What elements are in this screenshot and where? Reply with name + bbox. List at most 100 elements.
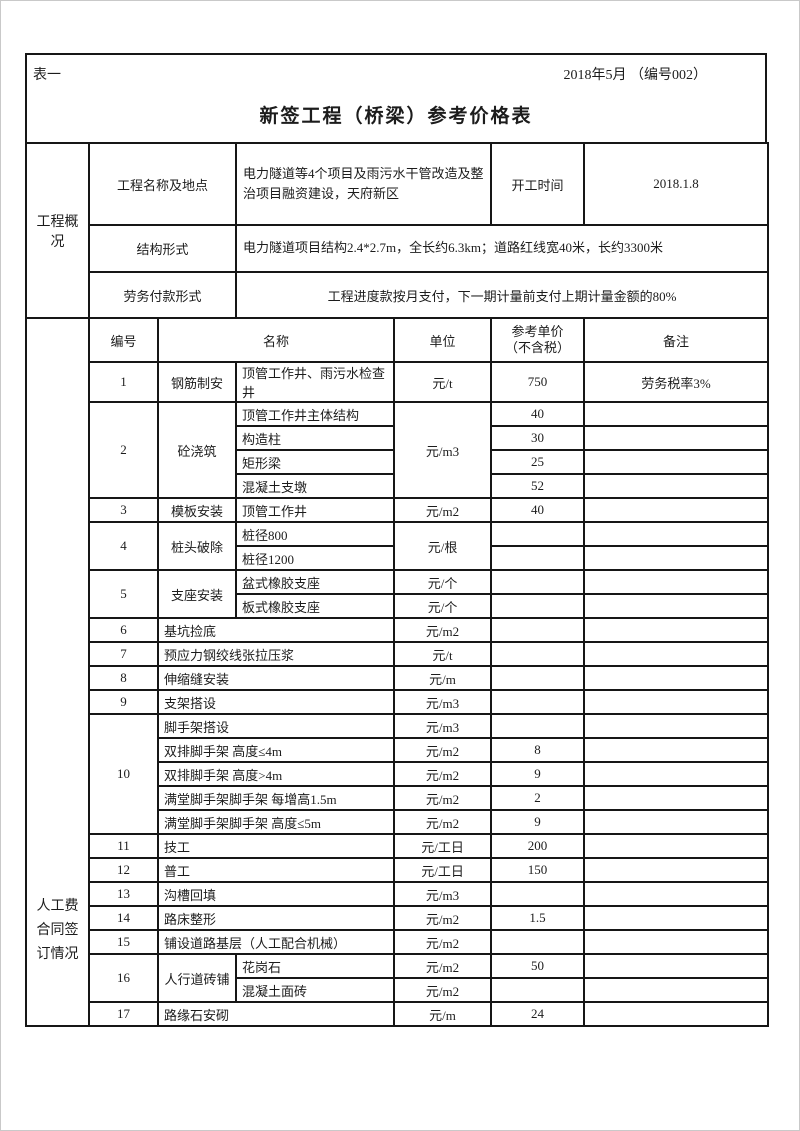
row-number-cell: 12	[88, 857, 159, 883]
item-name-cell: 人行道砖铺	[156, 953, 238, 1003]
table-row: 13 沟槽回填 元/m3	[26, 881, 770, 907]
item-name-cell: 预应力钢绞线张拉压浆	[156, 641, 396, 667]
overview-section-label: 工程概况	[25, 142, 90, 319]
item-subname-cell: 顶管工作井	[235, 497, 396, 523]
remark-cell	[583, 449, 770, 475]
project-name-value: 电力隧道等4个项目及雨污水干管改造及整治项目融资建设，天府新区	[235, 142, 493, 226]
overview-row-payment: 劳务付款形式 工程进度款按月支付，下一期计量前支付上期计量金额的80%	[26, 271, 770, 319]
table-row: 11 技工 元/工日 200	[26, 833, 770, 859]
row-number-cell: 17	[88, 1001, 159, 1027]
price-table: 工程概况 工程名称及地点 电力隧道等4个项目及雨污水干管改造及整治项目融资建设，…	[25, 142, 770, 1027]
header-price: 参考单价 （不含税）	[490, 317, 586, 363]
unit-cell: 元/m2	[393, 809, 493, 835]
remark-cell	[583, 929, 770, 955]
item-name-cell: 普工	[156, 857, 396, 883]
remark-cell	[583, 665, 770, 691]
remark-cell	[583, 953, 770, 979]
header-price-line2: （不含税）	[505, 340, 571, 355]
page-title: 新签工程（桥梁）参考价格表	[259, 106, 533, 127]
row-number-cell: 11	[88, 833, 159, 859]
remark-cell: 劳务税率3%	[583, 361, 770, 403]
price-cell: 25	[490, 449, 586, 475]
price-cell	[490, 713, 586, 739]
remark-cell	[583, 689, 770, 715]
remark-cell	[583, 881, 770, 907]
table-header-row: 人工费合同签订情况 编号 名称 单位 参考单价 （不含税） 备注	[25, 317, 770, 1027]
table-row: 板式橡胶支座 元/个	[26, 593, 770, 619]
header-unit: 单位	[393, 317, 493, 363]
unit-cell: 元/m3	[393, 689, 493, 715]
unit-cell: 元/m3	[393, 401, 493, 499]
unit-cell: 元/m2	[393, 929, 493, 955]
table-row: 8 伸缩缝安装 元/m	[26, 665, 770, 691]
remark-cell	[583, 521, 770, 547]
row-number-cell: 1	[88, 361, 159, 403]
table-row: 12 普工 元/工日 150	[26, 857, 770, 883]
table-row: 混凝土面砖 元/m2	[26, 977, 770, 1003]
unit-cell: 元/根	[393, 521, 493, 571]
item-subname-cell: 盆式橡胶支座	[235, 569, 396, 595]
item-subname-cell: 桩径800	[235, 521, 396, 547]
issue-number: 2018年5月 （编号002）	[563, 68, 708, 83]
table-label: 表一	[33, 68, 61, 83]
remark-cell	[583, 617, 770, 643]
item-subname-cell: 混凝土支墩	[235, 473, 396, 499]
item-name-cell: 基坑捡底	[156, 617, 396, 643]
row-number-cell: 13	[88, 881, 159, 907]
price-cell	[490, 569, 586, 595]
table-row: 双排脚手架 高度≤4m 元/m2 8	[26, 737, 770, 763]
remark-cell	[583, 1001, 770, 1027]
unit-cell: 元/m2	[393, 905, 493, 931]
item-name-cell: 沟槽回填	[156, 881, 396, 907]
price-cell	[490, 617, 586, 643]
header-remark: 备注	[583, 317, 770, 363]
remark-cell	[583, 593, 770, 619]
payment-label: 劳务付款形式	[87, 271, 238, 319]
header-no: 编号	[88, 317, 159, 363]
price-cell: 40	[490, 497, 586, 523]
item-name-cell: 脚手架搭设	[156, 713, 396, 739]
row-number-cell: 3	[88, 497, 159, 523]
table-row: 4 桩头破除 桩径800 元/根	[26, 521, 770, 571]
item-subname-cell: 桩径1200	[235, 545, 396, 571]
project-name-label: 工程名称及地点	[87, 142, 238, 226]
row-number-cell: 14	[88, 905, 159, 931]
remark-cell	[583, 857, 770, 883]
remark-cell	[583, 905, 770, 931]
structure-value: 电力隧道项目结构2.4*2.7m，全长约6.3km；道路红线宽40米，长约330…	[235, 224, 770, 273]
row-number-cell: 8	[88, 665, 159, 691]
price-cell: 24	[490, 1001, 586, 1027]
price-cell: 50	[490, 953, 586, 979]
remark-cell	[583, 497, 770, 523]
price-cell	[490, 881, 586, 907]
item-name-cell: 技工	[156, 833, 396, 859]
table-row: 矩形梁 25	[26, 449, 770, 475]
table-row: 满堂脚手架脚手架 每增高1.5m 元/m2 2	[26, 785, 770, 811]
remark-cell	[583, 545, 770, 571]
remark-cell	[583, 473, 770, 499]
price-cell	[490, 665, 586, 691]
item-name-cell: 路缘石安砌	[156, 1001, 396, 1027]
structure-label: 结构形式	[87, 224, 238, 273]
price-cell	[490, 545, 586, 571]
price-cell: 52	[490, 473, 586, 499]
unit-cell: 元/个	[393, 593, 493, 619]
start-date-value: 2018.1.8	[583, 142, 770, 226]
remark-cell	[583, 737, 770, 763]
unit-cell: 元/m2	[393, 785, 493, 811]
item-name-cell: 满堂脚手架脚手架 每增高1.5m	[156, 785, 396, 811]
row-number-cell: 10	[88, 713, 159, 835]
price-cell	[490, 929, 586, 955]
item-name-cell: 桩头破除	[156, 521, 238, 571]
remark-cell	[583, 785, 770, 811]
price-cell: 2	[490, 785, 586, 811]
table-row: 桩径1200	[26, 545, 770, 571]
table-row: 17 路缘石安砌 元/m 24	[26, 1001, 770, 1027]
price-cell: 150	[490, 857, 586, 883]
unit-cell: 元/m2	[393, 737, 493, 763]
unit-cell: 元/m3	[393, 881, 493, 907]
row-number-cell: 9	[88, 689, 159, 715]
header-price-line1: 参考单价	[511, 323, 564, 339]
price-cell: 9	[490, 809, 586, 835]
table-row: 6 基坑捡底 元/m2	[26, 617, 770, 643]
